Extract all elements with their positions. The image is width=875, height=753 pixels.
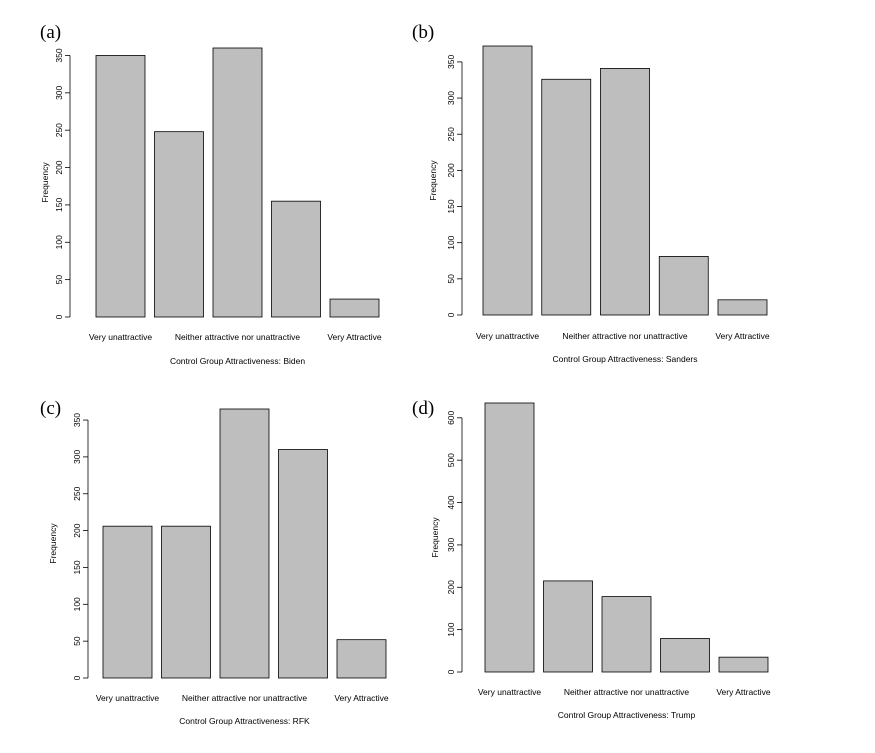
y-tick-label: 350 — [54, 48, 64, 62]
y-tick-label: 400 — [446, 495, 456, 509]
x-tick-label: Neither attractive nor unattractive — [562, 331, 687, 341]
y-tick-label: 0 — [446, 312, 456, 317]
x-axis-title: Control Group Attractiveness: Biden — [170, 356, 305, 366]
bar — [336, 639, 387, 679]
panel-label: (d) — [412, 398, 434, 419]
y-tick-label: 0 — [446, 669, 456, 674]
y-tick-label: 100 — [446, 235, 456, 249]
bar — [717, 299, 768, 316]
panel-label: (c) — [40, 398, 61, 419]
bar — [102, 525, 153, 679]
x-tick-label: Very Attractive — [716, 687, 771, 697]
x-tick-label: Neither attractive nor unattractive — [564, 687, 689, 697]
bar — [161, 525, 211, 679]
bar — [278, 449, 328, 679]
y-tick-label: 0 — [72, 675, 82, 680]
y-axis-title: Frequency — [428, 160, 438, 201]
y-tick-label: 50 — [446, 274, 456, 284]
y-tick-label: 0 — [54, 314, 64, 319]
bar — [484, 402, 535, 673]
y-tick-label: 300 — [54, 85, 64, 99]
y-tick-label: 150 — [446, 199, 456, 213]
y-tick-label: 100 — [446, 622, 456, 636]
y-tick-label: 350 — [72, 413, 82, 427]
bar — [482, 45, 533, 316]
bar — [658, 256, 709, 316]
y-tick-label: 600 — [446, 410, 456, 424]
x-axis-title: Control Group Attractiveness: RFK — [179, 716, 310, 726]
bar — [601, 596, 652, 673]
panel-label: (b) — [412, 22, 434, 43]
y-axis-title: Frequency — [40, 162, 50, 203]
y-tick-label: 300 — [446, 538, 456, 552]
bar — [329, 298, 380, 318]
y-tick-label: 500 — [446, 453, 456, 467]
bar — [660, 638, 710, 673]
bar — [541, 78, 592, 316]
y-tick-label: 300 — [72, 450, 82, 464]
y-tick-label: 100 — [72, 597, 82, 611]
y-tick-label: 200 — [446, 580, 456, 594]
x-axis-title: Control Group Attractiveness: Trump — [558, 710, 696, 720]
bar — [212, 47, 263, 318]
y-tick-label: 300 — [446, 91, 456, 105]
y-tick-label: 150 — [72, 560, 82, 574]
y-tick-label: 150 — [54, 198, 64, 212]
y-tick-label: 50 — [72, 636, 82, 646]
x-tick-label: Very unattractive — [476, 331, 540, 341]
y-tick-label: 200 — [54, 160, 64, 174]
bar — [718, 656, 769, 673]
x-tick-label: Very unattractive — [96, 693, 160, 703]
x-tick-label: Very Attractive — [715, 331, 770, 341]
panel-label: (a) — [40, 22, 61, 43]
bar — [600, 68, 650, 316]
y-tick-label: 350 — [446, 55, 456, 69]
x-tick-label: Very Attractive — [327, 332, 382, 342]
x-tick-label: Very Attractive — [334, 693, 389, 703]
bar — [95, 55, 146, 318]
bar — [154, 131, 204, 318]
x-tick-label: Neither attractive nor unattractive — [175, 332, 300, 342]
y-axis-title: Frequency — [48, 523, 58, 564]
y-tick-label: 250 — [54, 123, 64, 137]
y-tick-label: 250 — [446, 127, 456, 141]
y-tick-label: 100 — [54, 235, 64, 249]
bar — [543, 580, 593, 673]
y-tick-label: 200 — [446, 163, 456, 177]
y-tick-label: 200 — [72, 523, 82, 537]
x-axis-title: Control Group Attractiveness: Sanders — [552, 354, 697, 364]
y-tick-label: 250 — [72, 486, 82, 500]
y-axis-title: Frequency — [430, 517, 440, 558]
x-tick-label: Neither attractive nor unattractive — [182, 693, 307, 703]
y-tick-label: 50 — [54, 275, 64, 285]
bar — [271, 200, 321, 318]
bar — [219, 408, 270, 679]
x-tick-label: Very unattractive — [478, 687, 542, 697]
x-tick-label: Very unattractive — [89, 332, 153, 342]
